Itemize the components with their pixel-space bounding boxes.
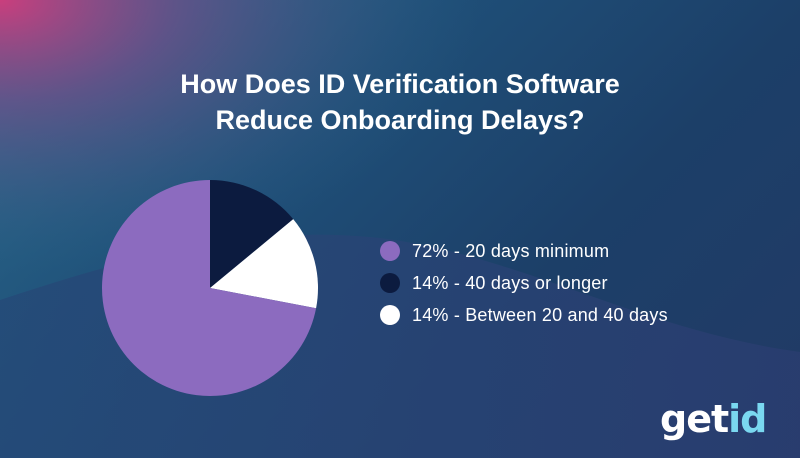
title-line-2: Reduce Onboarding Delays?	[215, 105, 585, 135]
logo-text-get: get	[660, 397, 729, 441]
pie-chart	[101, 180, 318, 396]
legend-label: 14% - 40 days or longer	[412, 272, 608, 293]
chart-legend: 72% - 20 days minimum 14% - 40 days or l…	[380, 236, 668, 332]
legend-item: 14% - Between 20 and 40 days	[380, 300, 668, 330]
page-title: How Does ID Verification Software Reduce…	[0, 66, 800, 138]
legend-dot-white	[380, 305, 400, 325]
pie-slice-20-days-minimum	[101, 180, 317, 396]
legend-dot-purple	[380, 241, 400, 261]
legend-dot-navy	[380, 273, 400, 293]
legend-item: 72% - 20 days minimum	[380, 236, 668, 266]
legend-item: 14% - 40 days or longer	[380, 268, 668, 298]
getid-logo: getid	[660, 394, 780, 444]
logo-text-id: id	[728, 397, 767, 441]
title-line-1: How Does ID Verification Software	[180, 69, 620, 99]
pie-slice-40-days-or-longer	[210, 180, 294, 288]
legend-label: 14% - Between 20 and 40 days	[412, 304, 668, 325]
pie-slice-between-20-and-40-days	[210, 219, 318, 309]
legend-label: 72% - 20 days minimum	[412, 240, 610, 261]
